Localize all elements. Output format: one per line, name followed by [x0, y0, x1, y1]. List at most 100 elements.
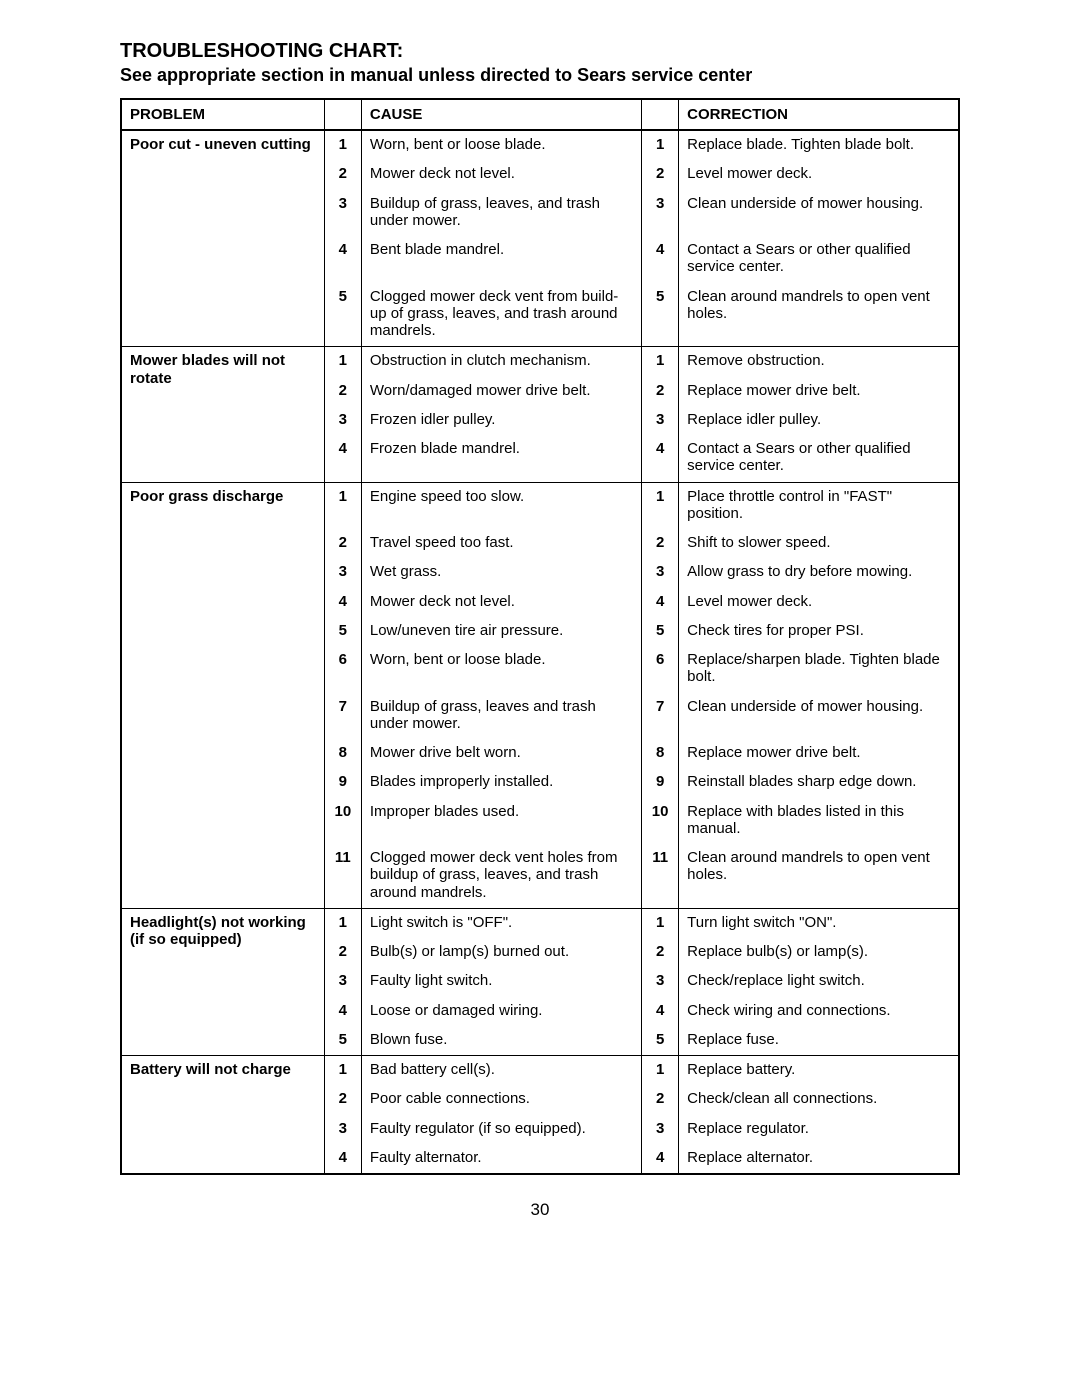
correction-number: 3 — [642, 1115, 679, 1144]
chart-title: TROUBLESHOOTING CHART: — [120, 40, 960, 63]
correction-number: 1 — [642, 482, 679, 529]
correction-number: 5 — [642, 1026, 679, 1056]
table-header-row: PROBLEM CAUSE CORRECTION — [121, 99, 959, 130]
cause-number: 1 — [324, 482, 361, 529]
correction-number: 2 — [642, 377, 679, 406]
correction-number: 4 — [642, 435, 679, 482]
cause-number: 3 — [324, 190, 361, 237]
correction-number: 4 — [642, 1144, 679, 1174]
cause-cell: Faulty regulator (if so equipped). — [361, 1115, 641, 1144]
table-row: Battery will not charge1Bad battery cell… — [121, 1056, 959, 1086]
cause-cell: Bad battery cell(s). — [361, 1056, 641, 1086]
cause-number: 5 — [324, 617, 361, 646]
correction-cell: Level mower deck. — [679, 160, 959, 189]
cause-cell: Frozen idler pulley. — [361, 406, 641, 435]
correction-number: 1 — [642, 347, 679, 377]
cause-cell: Clogged mower deck vent from build-up of… — [361, 283, 641, 347]
problem-cell: Headlight(s) not working (if so equipped… — [121, 908, 324, 1055]
correction-cell: Replace regulator. — [679, 1115, 959, 1144]
correction-number: 8 — [642, 739, 679, 768]
correction-cell: Allow grass to dry before mowing. — [679, 558, 959, 587]
cause-cell: Obstruction in clutch mechanism. — [361, 347, 641, 377]
cause-cell: Wet grass. — [361, 558, 641, 587]
cause-cell: Worn, bent or loose blade. — [361, 646, 641, 693]
cause-cell: Clogged mower deck vent holes from build… — [361, 844, 641, 908]
correction-cell: Contact a Sears or other qualified servi… — [679, 236, 959, 283]
correction-number: 4 — [642, 997, 679, 1026]
correction-number: 7 — [642, 693, 679, 740]
cause-number: 4 — [324, 236, 361, 283]
cause-number: 10 — [324, 798, 361, 845]
correction-number: 1 — [642, 1056, 679, 1086]
cause-number: 8 — [324, 739, 361, 768]
correction-cell: Turn light switch "ON". — [679, 908, 959, 938]
correction-number: 5 — [642, 617, 679, 646]
cause-cell: Loose or damaged wiring. — [361, 997, 641, 1026]
cause-cell: Blown fuse. — [361, 1026, 641, 1056]
cause-number: 1 — [324, 908, 361, 938]
table-row: Headlight(s) not working (if so equipped… — [121, 908, 959, 938]
cause-number: 3 — [324, 558, 361, 587]
correction-number: 1 — [642, 908, 679, 938]
cause-cell: Engine speed too slow. — [361, 482, 641, 529]
correction-cell: Check wiring and connections. — [679, 997, 959, 1026]
cause-cell: Mower deck not level. — [361, 160, 641, 189]
cause-number: 4 — [324, 1144, 361, 1174]
cause-number: 1 — [324, 1056, 361, 1086]
cause-number: 1 — [324, 347, 361, 377]
correction-cell: Replace mower drive belt. — [679, 739, 959, 768]
correction-number: 9 — [642, 768, 679, 797]
correction-number: 5 — [642, 283, 679, 347]
cause-number: 4 — [324, 435, 361, 482]
header-problem: PROBLEM — [121, 99, 324, 130]
cause-cell: Faulty alternator. — [361, 1144, 641, 1174]
problem-cell: Battery will not charge — [121, 1056, 324, 1175]
table-row: Mower blades will not rotate1Obstruction… — [121, 347, 959, 377]
correction-number: 4 — [642, 588, 679, 617]
correction-cell: Check/replace light switch. — [679, 967, 959, 996]
header-cause-num — [324, 99, 361, 130]
correction-number: 4 — [642, 236, 679, 283]
cause-number: 7 — [324, 693, 361, 740]
correction-number: 2 — [642, 1085, 679, 1114]
troubleshooting-table: PROBLEM CAUSE CORRECTION Poor cut - unev… — [120, 98, 960, 1175]
cause-cell: Mower deck not level. — [361, 588, 641, 617]
correction-number: 2 — [642, 160, 679, 189]
correction-cell: Contact a Sears or other qualified servi… — [679, 435, 959, 482]
cause-number: 9 — [324, 768, 361, 797]
table-row: Poor cut - uneven cutting1Worn, bent or … — [121, 130, 959, 160]
cause-number: 3 — [324, 967, 361, 996]
correction-cell: Check/clean all connections. — [679, 1085, 959, 1114]
cause-cell: Blades improperly installed. — [361, 768, 641, 797]
correction-cell: Clean underside of mower housing. — [679, 190, 959, 237]
correction-number: 3 — [642, 190, 679, 237]
cause-cell: Light switch is "OFF". — [361, 908, 641, 938]
correction-cell: Reinstall blades sharp edge down. — [679, 768, 959, 797]
correction-cell: Replace with blades listed in this manua… — [679, 798, 959, 845]
correction-cell: Level mower deck. — [679, 588, 959, 617]
cause-number: 11 — [324, 844, 361, 908]
problem-cell: Poor cut - uneven cutting — [121, 130, 324, 347]
correction-cell: Replace blade. Tighten blade bolt. — [679, 130, 959, 160]
header-cause: CAUSE — [361, 99, 641, 130]
correction-cell: Replace mower drive belt. — [679, 377, 959, 406]
table-row: Poor grass discharge1Engine speed too sl… — [121, 482, 959, 529]
correction-number: 10 — [642, 798, 679, 845]
cause-number: 4 — [324, 588, 361, 617]
cause-cell: Low/uneven tire air pressure. — [361, 617, 641, 646]
cause-cell: Worn, bent or loose blade. — [361, 130, 641, 160]
cause-number: 2 — [324, 160, 361, 189]
correction-cell: Remove obstruction. — [679, 347, 959, 377]
correction-number: 3 — [642, 967, 679, 996]
cause-number: 2 — [324, 1085, 361, 1114]
correction-number: 2 — [642, 938, 679, 967]
cause-cell: Buildup of grass, leaves and trash under… — [361, 693, 641, 740]
page-number: 30 — [120, 1200, 960, 1220]
table-body: Poor cut - uneven cutting1Worn, bent or … — [121, 130, 959, 1174]
header-correction-num — [642, 99, 679, 130]
cause-cell: Worn/damaged mower drive belt. — [361, 377, 641, 406]
cause-cell: Bent blade mandrel. — [361, 236, 641, 283]
cause-number: 2 — [324, 529, 361, 558]
cause-number: 3 — [324, 406, 361, 435]
correction-number: 6 — [642, 646, 679, 693]
